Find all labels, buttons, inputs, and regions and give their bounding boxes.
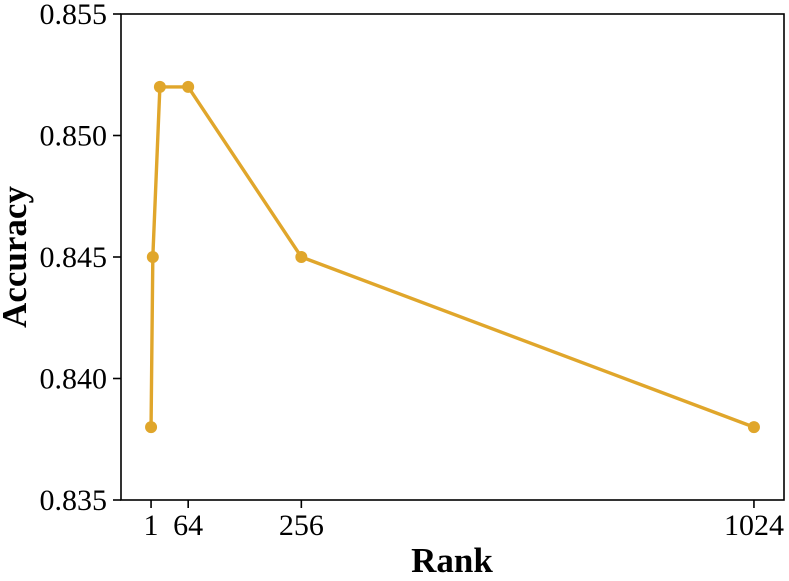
x-tick-label: 1 — [144, 509, 159, 542]
data-point-marker — [747, 421, 760, 434]
data-point-marker — [182, 80, 195, 93]
y-tick-label: 0.845 — [40, 241, 108, 274]
y-axis-label: Accuracy — [0, 186, 34, 328]
y-tick-label: 0.840 — [40, 363, 108, 396]
y-tick-label: 0.850 — [40, 120, 108, 153]
x-tick-label: 64 — [173, 509, 203, 542]
x-axis-label: Rank — [411, 541, 493, 576]
data-point-marker — [146, 251, 159, 263]
y-tick-label: 0.835 — [40, 484, 108, 517]
data-point-marker — [153, 80, 166, 93]
data-point-marker — [295, 251, 308, 263]
accuracy-line — [149, 85, 756, 429]
x-tick-label: 1024 — [724, 509, 784, 542]
x-tick-label: 256 — [279, 509, 324, 542]
data-point-marker — [145, 421, 158, 434]
y-tick-label: 0.855 — [40, 0, 108, 31]
plot-frame — [120, 13, 785, 501]
